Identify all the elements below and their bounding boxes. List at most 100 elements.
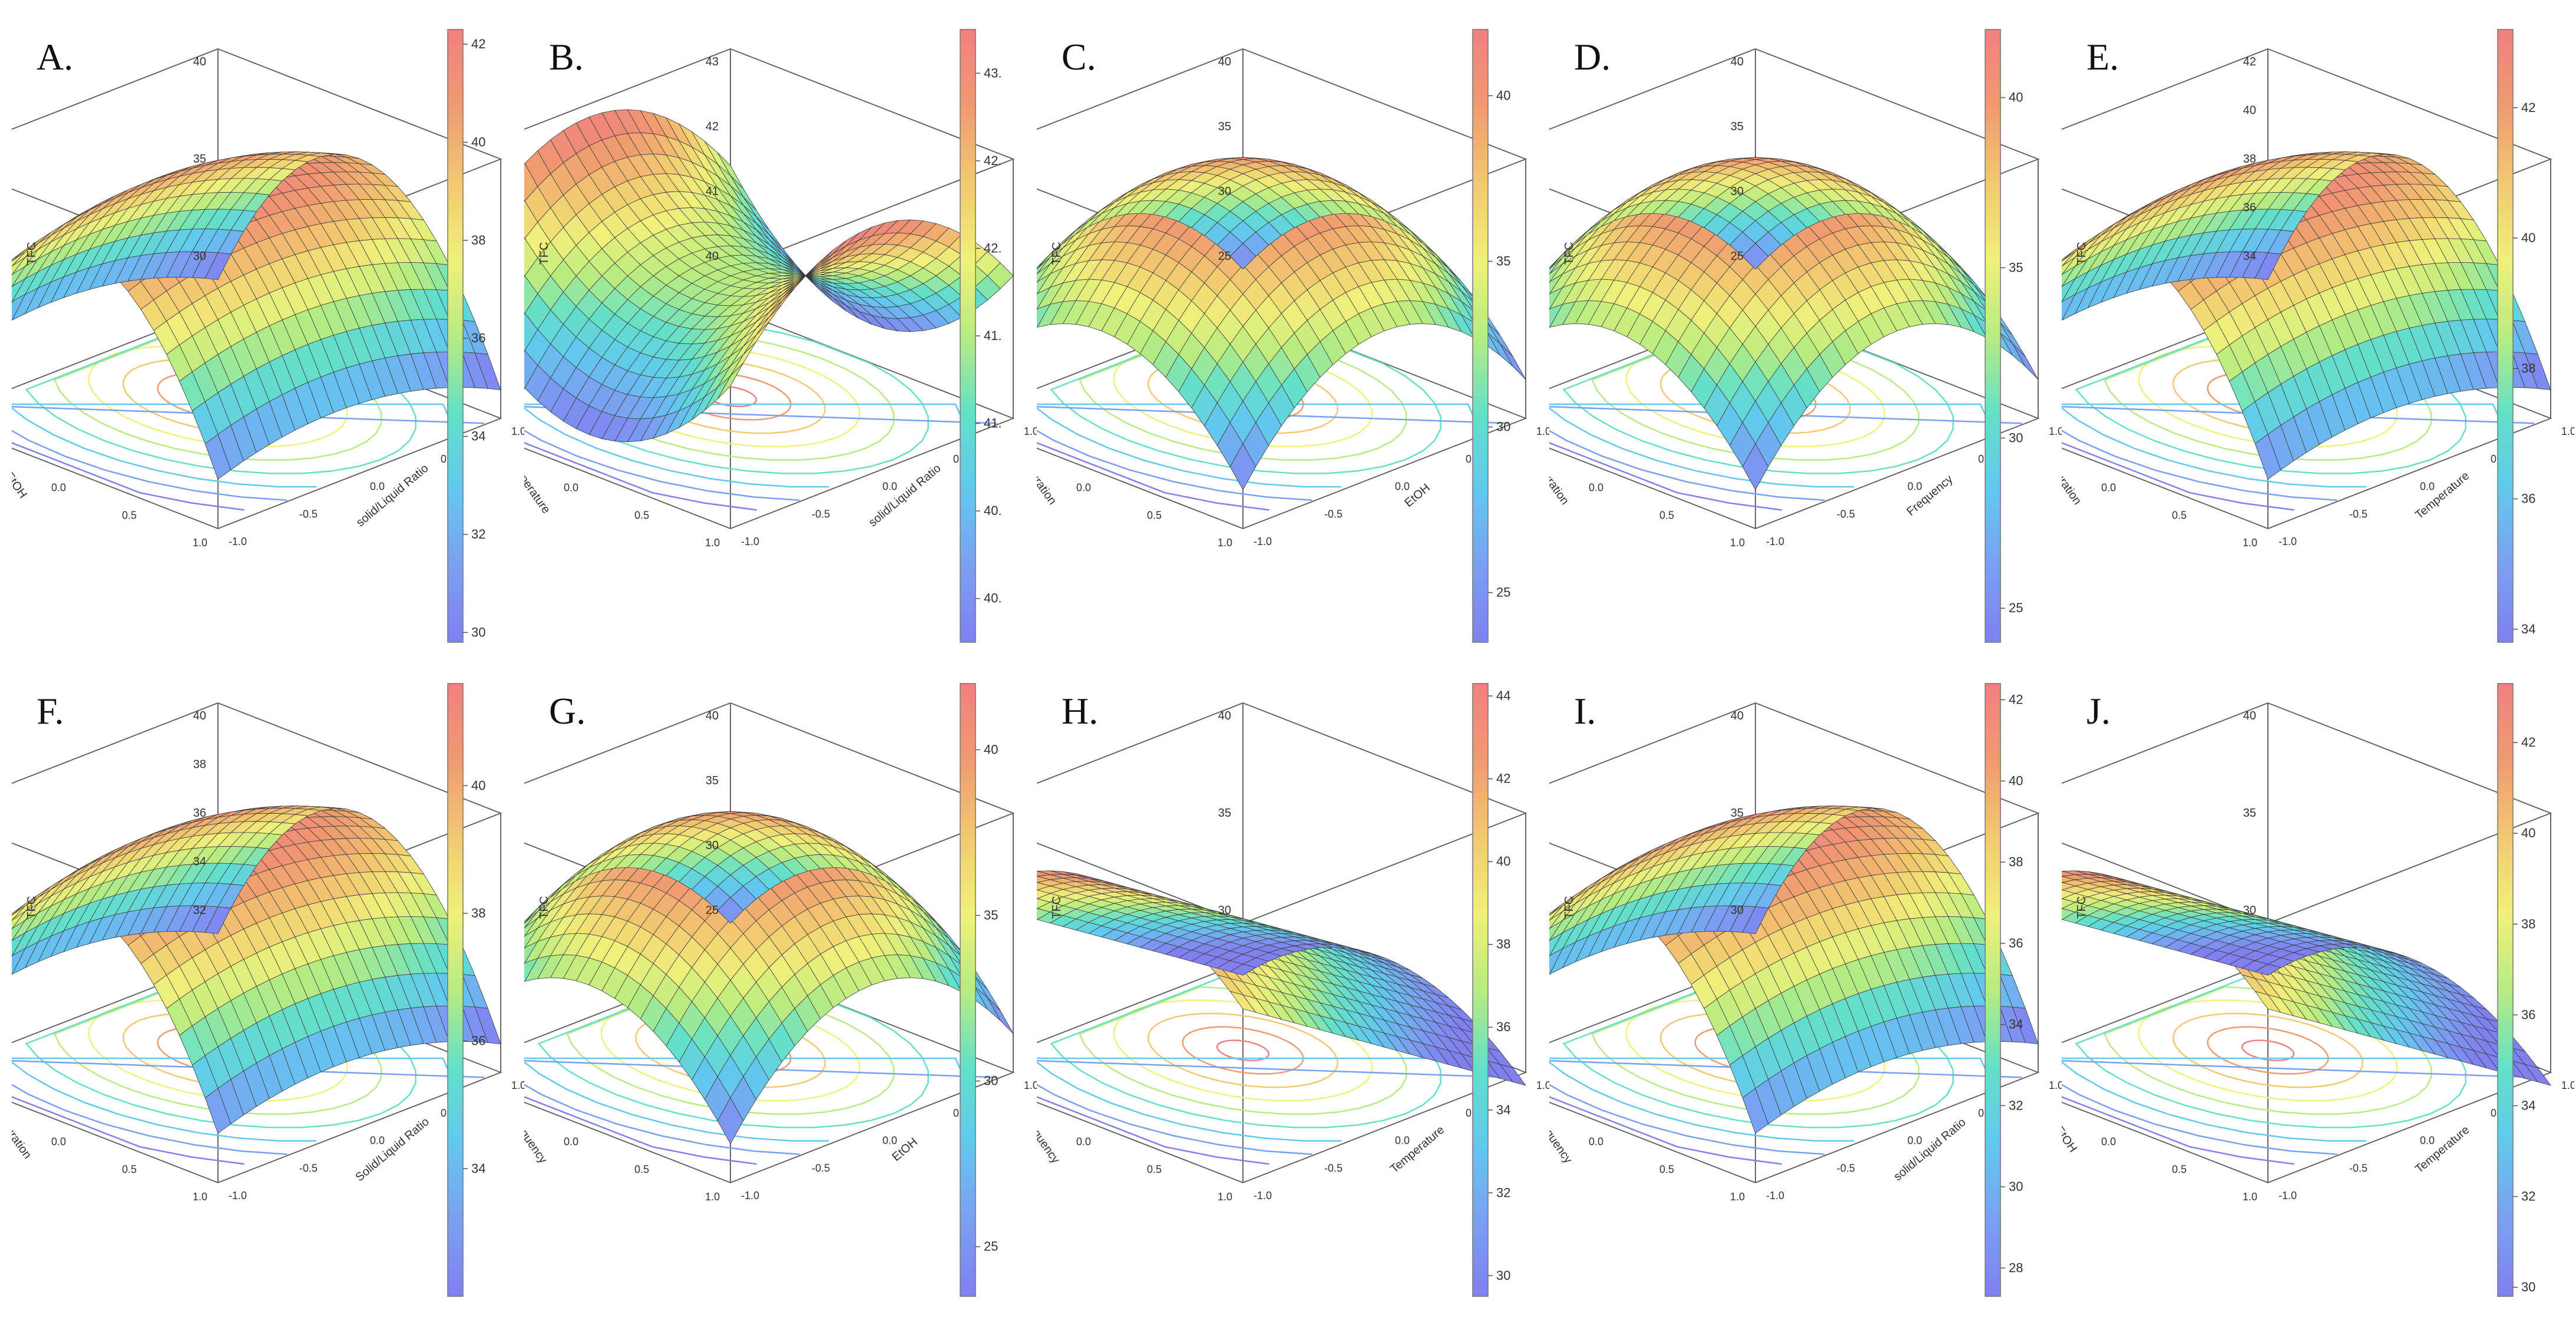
panel-G: G.25303540TFC-1.0-1.0-0.5-0.50.00.00.50.… [524,660,1037,1314]
colorbar-tick-label: 40 [2009,773,2023,788]
panel-A: A.303540TFC-1.0-1.0-0.5-0.50.00.00.50.51… [12,6,524,660]
colorbar-tick-label: 30 [984,1074,998,1088]
z-tick-label: 30 [1731,904,1744,917]
colorbar-tick-label: 30 [2009,1179,2023,1194]
colorbar-tick-label: 35 [1496,254,1510,269]
x2-tick-label: 1.0 [1024,1080,1037,1091]
colorbar-tick-label: 40 [984,742,998,757]
x2-axis-label: Frequency [1904,473,1956,519]
x2-tick-label: -1.0 [1766,536,1784,547]
x2-axis-label: solid/Liquid Ratio [867,462,944,530]
colorbar [1472,29,1489,643]
x1-axis-label: Frequency [524,1113,550,1166]
contour [25,321,416,474]
colorbar-tick-label: 36 [471,331,485,345]
x1-tick-label: 1.0 [1730,1191,1745,1203]
colorbar-tick-label: 38 [471,233,485,247]
z-tick-label: 38 [2243,153,2256,166]
colorbar-tick-label: 40. [984,503,1002,518]
surface-facet [1742,243,1769,270]
contour [1050,975,1441,1128]
x2-tick-label: -1.0 [229,536,247,547]
contour [1549,1059,2022,1156]
x2-axis-label: Temperature [2413,469,2472,521]
panel-H: H.303540TFC-1.0-1.0-0.5-0.50.00.00.50.51… [1037,660,1549,1314]
x2-axis-label: solid/Liquid Ratio [354,462,431,530]
contour [1549,1096,1782,1165]
contour [524,403,964,488]
x1-tick-label: 1.0 [193,1191,207,1203]
contour [25,975,416,1128]
z-axis-label: TFC [2075,242,2088,265]
z-tick-label: 38 [193,758,206,771]
surface-facet [1742,906,1769,935]
x2-tick-label: -0.5 [1324,508,1342,520]
colorbar-tick-label: 34 [471,1161,485,1176]
x2-tick-label: 0.0 [1395,1135,1410,1147]
contour [2062,405,2535,501]
x2-tick-label: -0.5 [2349,508,2367,520]
panel-J: J.303540TFC-1.0-1.0-0.5-0.50.00.00.50.51… [2062,660,2574,1314]
surface-plot: 3436384042TFC-1.0-1.0-0.5-0.50.00.00.50.… [2062,29,2574,643]
response-surface [1037,870,1526,1086]
colorbar-tick-label: 40 [2521,230,2535,245]
colorbar-tick-label: 30 [1496,420,1510,434]
contour [2062,1059,2535,1156]
contour-lines [2062,975,2535,1165]
z-tick-label: 43 [706,55,719,68]
colorbar [1985,683,2001,1297]
colorbar-tick-label: 42. [984,153,1002,168]
z-tick-label: 35 [706,774,719,787]
z-tick-label: 36 [2243,202,2256,214]
contour [1549,403,1989,488]
x1-tick-label: 1.0 [1218,537,1232,549]
colorbar [1472,683,1489,1297]
z-tick-label: 34 [2243,250,2256,263]
contour [524,405,997,501]
colorbar-tick-label: 30 [2009,430,2023,445]
panel-letter: I. [1574,690,1596,732]
surface-plot: 303540TFC-1.0-1.0-0.5-0.50.00.00.50.51.0… [2062,683,2574,1297]
surface-facet [2254,252,2281,280]
x1-tick-label: 0.5 [634,509,649,521]
x2-tick-label: -0.5 [299,508,318,520]
z-axis-label: TFC [1563,242,1576,265]
contour [1037,1059,1510,1156]
contour [1562,975,1954,1128]
x2-tick-label: 1.0 [511,425,524,437]
colorbar-tick-label: 41. [984,416,1002,431]
z-tick-label: 40 [1218,55,1231,68]
z-tick-label: 35 [193,153,206,166]
surface-plot: 303540TFC-1.0-1.0-0.5-0.50.00.00.50.51.0… [1037,683,1549,1297]
colorbar-tick-label: 25 [2009,600,2023,615]
response-surface [12,806,501,1134]
z-tick-label: 40 [1731,709,1744,722]
x2-tick-label: -1.0 [741,536,759,547]
x1-axis-label: EtOH [12,470,29,501]
panel-B: B.40414243TFC-1.0-1.0-0.5-0.50.00.00.50.… [524,6,1037,660]
contour [524,1059,997,1156]
response-surface [1549,806,2039,1134]
panel-E: E.3436384042TFC-1.0-1.0-0.5-0.50.00.00.5… [2062,6,2574,660]
x1-tick-label: 1.0 [1730,537,1745,549]
surface-facet [2012,343,2039,380]
colorbar-tick-label: 42. [984,240,1002,255]
colorbar [2497,29,2514,643]
contour [12,1096,244,1165]
z-tick-label: 40 [706,250,719,263]
contour [1037,442,1269,511]
z-tick-label: 30 [1218,185,1231,198]
z-axis-label: TFC [538,896,551,919]
x2-tick-label: 0.0 [1907,481,1922,493]
panel-letter: H. [1062,690,1099,732]
z-tick-label: 40 [706,709,719,722]
colorbar [447,29,464,643]
panel-letter: B. [549,36,584,78]
x2-axis-label: solid/Liquid Ratio [1892,1116,1969,1184]
x2-tick-label: 0.0 [1907,1135,1922,1147]
panel-C: C.25303540TFC-1.0-1.0-0.5-0.50.00.00.50.… [1037,6,1549,660]
contour [2062,1096,2294,1165]
colorbar-tick-label: 38 [2009,854,2023,869]
colorbar-tick-label: 32 [1496,1185,1510,1200]
x2-tick-label: -1.0 [1254,1190,1272,1201]
